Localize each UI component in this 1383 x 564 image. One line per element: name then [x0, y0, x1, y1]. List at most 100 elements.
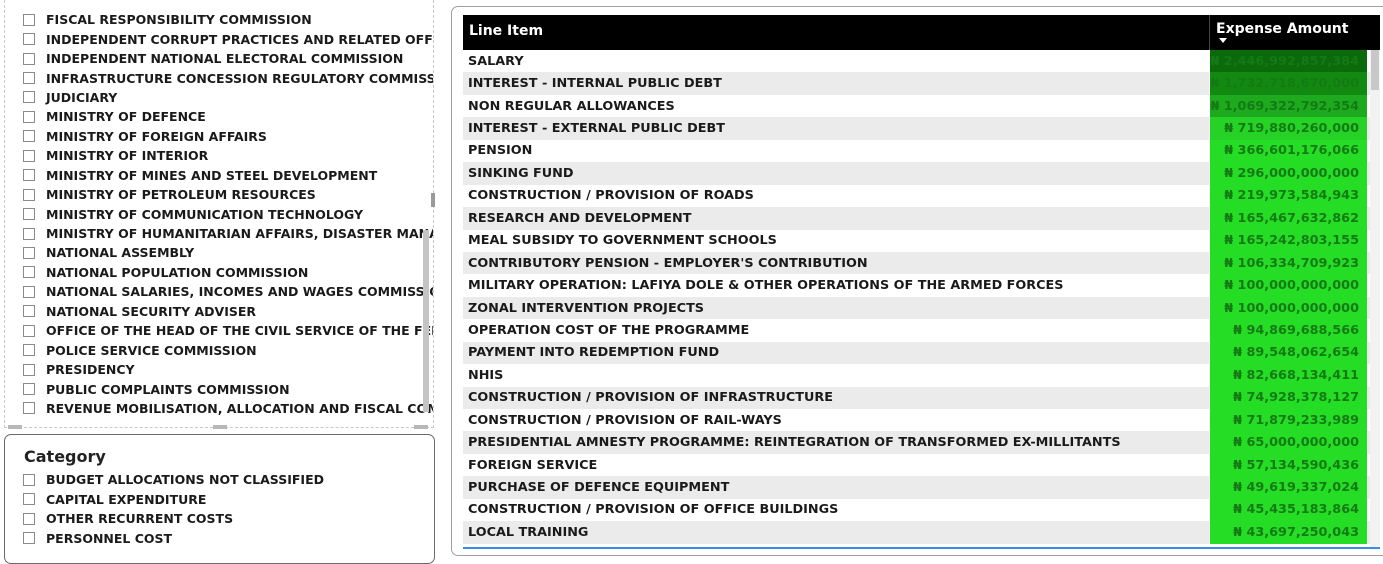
checkbox[interactable] [23, 149, 35, 162]
table-row[interactable]: PAYMENT INTO REDEMPTION FUND ₦ 89,548,062… [463, 341, 1380, 365]
slicer-option[interactable]: MINISTRY OF HUMANITARIAN AFFAIRS, DISAST… [23, 224, 434, 243]
slicer-option[interactable]: NATIONAL ASSEMBLY [23, 243, 433, 262]
table-row[interactable]: CONSTRUCTION / PROVISION OF RAIL-WAYS ₦ 7… [463, 409, 1380, 432]
checkbox[interactable] [23, 266, 35, 279]
table-row[interactable]: MEAL SUBSIDY TO GOVERNMENT SCHOOLS ₦ 165,… [463, 229, 1380, 252]
checkbox[interactable] [23, 130, 35, 143]
slicer-option[interactable]: JUDICIARY [23, 88, 433, 107]
slicer-option-label: JUDICIARY [46, 89, 118, 105]
table-row[interactable]: PURCHASE OF DEFENCE EQUIPMENT ₦ 49,619,33… [463, 476, 1380, 499]
resize-handle[interactable] [213, 425, 227, 429]
expense-table-visual: Line Item Expense Amount SALARY ₦ 2,446,9… [451, 6, 1383, 556]
checkbox[interactable] [23, 493, 35, 506]
table-row[interactable]: PRESIDENTIAL AMNESTY PROGRAMME: REINTEGR… [463, 431, 1380, 454]
slicer-option[interactable]: OTHER RECURRENT COSTS [23, 509, 324, 528]
sort-descending-icon[interactable] [1219, 38, 1227, 43]
slicer-option-label: OTHER RECURRENT COSTS [46, 511, 234, 527]
checkbox[interactable] [23, 169, 35, 182]
slicer-option[interactable]: MINISTRY OF DEFENCE [23, 107, 433, 126]
slicer-option[interactable]: NATIONAL SALARIES, INCOMES AND WAGES COM… [23, 282, 434, 301]
table-row[interactable]: CONTRIBUTORY PENSION - EMPLOYER'S CONTRI… [463, 251, 1380, 275]
slicer-option-label: MINISTRY OF MINES AND STEEL DEVELOPMENT [46, 167, 378, 183]
slicer-option[interactable]: CAPITAL EXPENDITURE [23, 489, 324, 508]
table-row[interactable]: CONSTRUCTION / PROVISION OF OFFICE BUILD… [463, 498, 1380, 522]
table-scrollbar-thumb[interactable] [1371, 50, 1379, 90]
line-item-cell: CONSTRUCTION / PROVISION OF INFRASTRUCTU… [468, 390, 834, 406]
slicer-scrollbar[interactable] [423, 230, 429, 412]
expense-amount-cell: ₦ 45,435,183,864 [1209, 498, 1367, 522]
line-item-cell: LOCAL TRAINING [468, 524, 589, 540]
table-row[interactable]: NON REGULAR ALLOWANCES ₦ 1,069,322,792,35… [463, 94, 1380, 118]
table-row[interactable]: CONSTRUCTION / PROVISION OF ROADS ₦ 219,9… [463, 184, 1380, 208]
resize-handle[interactable] [431, 193, 435, 207]
column-header-expense-amount[interactable]: Expense Amount [1209, 15, 1380, 50]
slicer-option[interactable]: OFFICE OF THE HEAD OF THE CIVIL SERVICE … [23, 321, 433, 340]
checkbox[interactable] [23, 227, 35, 240]
column-header-line-item[interactable]: Line Item [469, 23, 544, 39]
checkbox[interactable] [23, 33, 35, 46]
table-body: SALARY ₦ 2,446,992,857,384 INTEREST - INTE… [463, 50, 1380, 544]
table-row[interactable]: MILITARY OPERATION: LAFIYA DOLE & OTHER … [463, 274, 1380, 297]
checkbox[interactable] [23, 324, 35, 337]
slicer-option[interactable]: MINISTRY OF PETROLEUM RESOURCES [23, 185, 433, 204]
table-row[interactable]: PENSION ₦ 366,601,176,066 [463, 139, 1380, 163]
checkbox[interactable] [23, 110, 35, 123]
table-row[interactable]: INTEREST - EXTERNAL PUBLIC DEBT ₦ 719,880… [463, 117, 1380, 140]
slicer-option[interactable]: INDEPENDENT CORRUPT PRACTICES AND RELATE… [23, 29, 433, 48]
slicer-option[interactable]: PRESIDENCY [23, 360, 433, 379]
slicer-option-label: INFRASTRUCTURE CONCESSION REGULATORY COM… [46, 70, 434, 86]
checkbox[interactable] [23, 363, 35, 376]
table-row[interactable]: LOCAL TRAINING ₦ 43,697,250,043 [463, 521, 1380, 544]
checkbox[interactable] [23, 285, 35, 298]
slicer-option[interactable]: INFRASTRUCTURE CONCESSION REGULATORY COM… [23, 68, 434, 87]
checkbox[interactable] [23, 402, 35, 415]
table-row[interactable]: SINKING FUND ₦ 296,000,000,000 [463, 162, 1380, 185]
checkbox[interactable] [23, 473, 35, 486]
slicer-option[interactable]: INDEPENDENT NATIONAL ELECTORAL COMMISSIO… [23, 49, 433, 68]
slicer-option[interactable]: MINISTRY OF COMMUNICATION TECHNOLOGY [23, 204, 433, 223]
checkbox[interactable] [23, 532, 35, 545]
checkbox[interactable] [23, 13, 35, 26]
checkbox[interactable] [23, 91, 35, 104]
table-scrollbar-track[interactable] [1370, 50, 1380, 550]
checkbox[interactable] [23, 383, 35, 396]
checkbox[interactable] [23, 512, 35, 525]
resize-handle[interactable] [414, 425, 428, 429]
table-row[interactable]: INTEREST - INTERNAL PUBLIC DEBT ₦ 1,732,7… [463, 72, 1380, 95]
table-row[interactable]: OPERATION COST OF THE PROGRAMME ₦ 94,869,… [463, 319, 1380, 342]
slicer-option[interactable]: BUDGET ALLOCATIONS NOT CLASSIFIED [23, 470, 324, 489]
checkbox[interactable] [23, 208, 35, 221]
slicer-option-label: MINISTRY OF INTERIOR [46, 148, 209, 164]
slicer-option[interactable]: PUBLIC COMPLAINTS COMMISSION [23, 379, 433, 398]
checkbox[interactable] [23, 246, 35, 259]
checkbox[interactable] [23, 72, 35, 85]
resize-handle[interactable] [8, 425, 22, 429]
table-row[interactable]: SALARY ₦ 2,446,992,857,384 [463, 50, 1380, 73]
table-row[interactable]: ZONAL INTERVENTION PROJECTS ₦ 100,000,000… [463, 296, 1380, 320]
slicer-option[interactable]: MINISTRY OF FOREIGN AFFAIRS [23, 127, 433, 146]
expense-amount-cell: ₦ 100,000,000,000 [1209, 274, 1367, 297]
expense-amount-cell: ₦ 82,668,134,411 [1209, 364, 1367, 387]
slicer-option[interactable]: MINISTRY OF INTERIOR [23, 146, 433, 165]
slicer-option[interactable]: REVENUE MOBILISATION, ALLOCATION AND FIS… [23, 399, 433, 418]
slicer-option[interactable]: NATIONAL POPULATION COMMISSION [23, 263, 433, 282]
checkbox[interactable] [23, 305, 35, 318]
table-row[interactable]: FOREIGN SERVICE ₦ 57,134,590,436 [463, 453, 1380, 477]
slicer-option-label: MINISTRY OF FOREIGN AFFAIRS [46, 128, 267, 144]
slicer-option-label: MINISTRY OF HUMANITARIAN AFFAIRS, DISAST… [46, 226, 434, 242]
slicer-option[interactable]: FISCAL RESPONSIBILITY COMMISSION [23, 10, 433, 29]
checkbox[interactable] [23, 188, 35, 201]
line-item-cell: CONSTRUCTION / PROVISION OF ROADS [468, 188, 754, 204]
table-row[interactable]: RESEARCH AND DEVELOPMENT ₦ 165,467,632,86… [463, 207, 1380, 230]
slicer-option[interactable]: MINISTRY OF MINES AND STEEL DEVELOPMENT [23, 166, 433, 185]
slicer-option-label: PRESIDENCY [46, 362, 135, 378]
table-row[interactable]: NHIS ₦ 82,668,134,411 [463, 364, 1380, 387]
slicer-option-label: NATIONAL SALARIES, INCOMES AND WAGES COM… [46, 284, 434, 300]
checkbox[interactable] [23, 52, 35, 65]
table-row[interactable]: CONSTRUCTION / PROVISION OF INFRASTRUCTU… [463, 386, 1380, 409]
checkbox[interactable] [23, 344, 35, 357]
expense-amount-cell: ₦ 366,601,176,066 [1209, 139, 1367, 163]
slicer-option[interactable]: POLICE SERVICE COMMISSION [23, 340, 433, 359]
slicer-option[interactable]: PERSONNEL COST [23, 528, 324, 547]
slicer-option[interactable]: NATIONAL SECURITY ADVISER [23, 302, 433, 321]
